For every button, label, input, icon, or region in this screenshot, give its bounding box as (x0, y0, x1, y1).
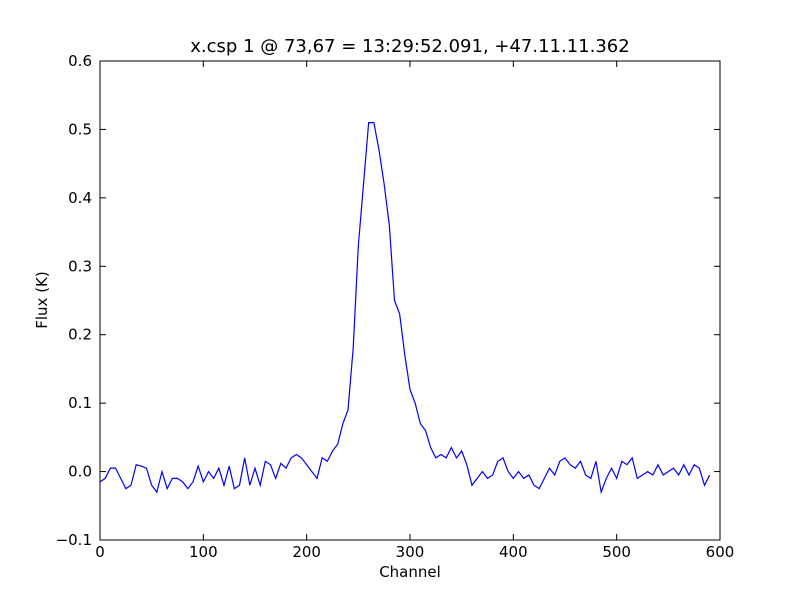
x-tick-label: 100 (189, 543, 218, 561)
x-tick-label: 200 (292, 543, 321, 561)
x-axis-label: Channel (379, 563, 441, 581)
y-tick-label: 0.6 (68, 52, 92, 70)
y-tick-label: −0.1 (56, 531, 92, 549)
x-tick-label: 600 (706, 543, 735, 561)
x-tick-label: 400 (499, 543, 528, 561)
y-tick-label: 0.1 (68, 394, 92, 412)
y-axis-label: Flux (K) (33, 271, 51, 329)
y-tick-label: 0.3 (68, 257, 92, 275)
data-line (99, 121, 711, 495)
y-tick-label: 0.4 (68, 189, 92, 207)
x-tick-label: 0 (95, 543, 105, 561)
x-tick-label: 300 (396, 543, 425, 561)
x-tick-label: 500 (602, 543, 631, 561)
y-tick-label: 0.2 (68, 326, 92, 344)
y-tick-label: 0.5 (68, 120, 92, 138)
chart-title: x.csp 1 @ 73,67 = 13:29:52.091, +47.11.1… (190, 36, 629, 57)
plot-frame (99, 60, 721, 541)
y-tick-label: 0.0 (68, 463, 92, 481)
